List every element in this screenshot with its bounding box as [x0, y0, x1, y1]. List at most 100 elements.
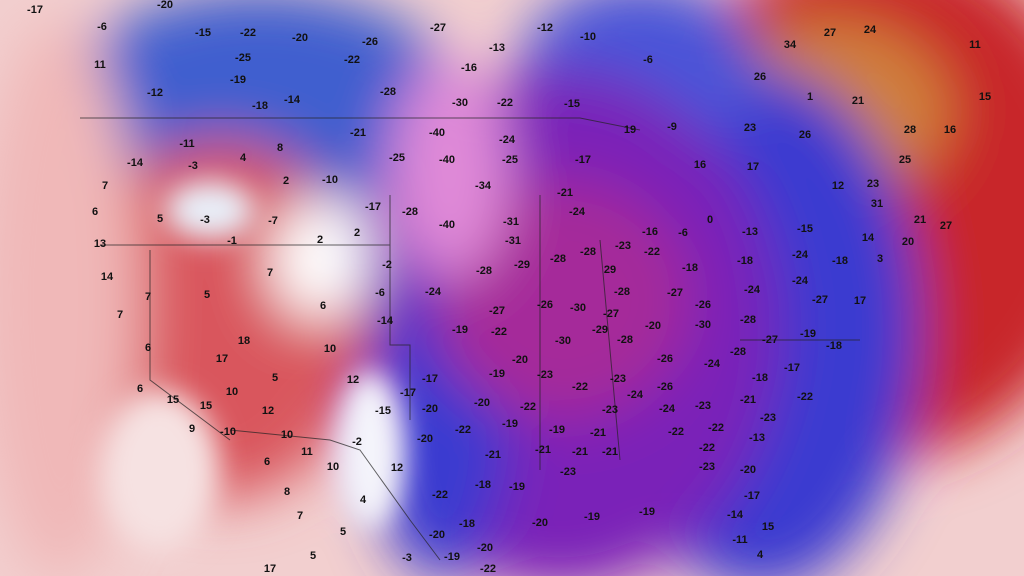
temperature-label: -18 [252, 100, 268, 112]
temperature-label: -23 [615, 240, 631, 252]
temperature-label: 28 [904, 124, 916, 136]
temperature-label: -22 [708, 422, 724, 434]
temperature-label: -6 [375, 287, 385, 299]
temperature-label: -18 [737, 255, 753, 267]
temperature-label: -28 [617, 334, 633, 346]
temperature-label: -31 [505, 235, 521, 247]
temperature-label: -17 [784, 362, 800, 374]
temperature-label: -12 [147, 87, 163, 99]
temperature-label: 7 [297, 510, 303, 522]
temperature-label: -1 [227, 235, 237, 247]
temperature-label: -26 [657, 353, 673, 365]
temperature-label: 1 [807, 91, 813, 103]
temperature-label: -19 [639, 506, 655, 518]
temperature-label: -13 [749, 432, 765, 444]
temperature-label: -30 [555, 335, 571, 347]
temperature-label: -17 [365, 201, 381, 213]
temperature-label: -27 [603, 308, 619, 320]
temperature-label: -21 [602, 446, 618, 458]
temperature-label: -23 [560, 466, 576, 478]
temperature-label: -30 [452, 97, 468, 109]
temperature-label: 6 [137, 383, 143, 395]
temperature-label: -21 [572, 446, 588, 458]
temperature-label: -3 [402, 552, 412, 564]
temperature-label: -3 [200, 214, 210, 226]
temperature-label: -29 [514, 259, 530, 271]
temperature-label: 7 [102, 180, 108, 192]
temperature-label: 16 [694, 159, 706, 171]
temperature-label: 10 [324, 343, 336, 355]
temperature-label: -28 [476, 265, 492, 277]
temperature-label: -3 [188, 160, 198, 172]
temperature-label: -28 [580, 246, 596, 258]
temperature-label: -17 [400, 387, 416, 399]
temperature-label: -18 [826, 340, 842, 352]
temperature-label: 17 [854, 295, 866, 307]
temperature-label: -20 [512, 354, 528, 366]
temperature-label: -23 [695, 400, 711, 412]
temperature-label: 18 [238, 335, 250, 347]
temperature-label: -20 [645, 320, 661, 332]
temperature-label: -14 [377, 315, 394, 327]
temperature-label: -20 [532, 517, 548, 529]
temperature-label: -28 [380, 86, 396, 98]
temperature-label: 4 [757, 549, 764, 561]
temperature-label: 12 [832, 180, 844, 192]
temperature-label: 12 [347, 374, 359, 386]
temperature-label: -24 [499, 134, 516, 146]
temperature-label: 10 [226, 386, 238, 398]
temperature-label: -24 [704, 358, 721, 370]
temperature-label: -7 [268, 215, 278, 227]
temperature-label: -20 [477, 542, 493, 554]
temperature-label: -26 [537, 299, 553, 311]
temperature-label: -40 [429, 127, 445, 139]
temperature-label: 6 [145, 342, 151, 354]
temperature-labels: -17 -20-6 -15 -22 -20 -26-27-13-12-10-627 2434… [27, 0, 991, 575]
temperature-label: -14 [127, 157, 144, 169]
temperature-label: 14 [101, 271, 114, 283]
temperature-label: -16 [461, 62, 477, 74]
temperature-label: -26 [362, 36, 378, 48]
temperature-label: -10 [580, 31, 596, 43]
temperature-label: -22 [432, 489, 448, 501]
temperature-label: -21 [350, 127, 366, 139]
temperature-label: 15 [762, 521, 774, 533]
temperature-label: -23 [602, 404, 618, 416]
temperature-label: -6 [97, 21, 107, 33]
temperature-label: 2 [317, 234, 323, 246]
temperature-label: 0 [707, 214, 713, 226]
temperature-label: -20 [422, 403, 438, 415]
temperature-label: -23 [760, 412, 776, 424]
temperature-label: -20 [417, 433, 433, 445]
temperature-label: -15 [564, 98, 580, 110]
temperature-label: -18 [682, 262, 698, 274]
temperature-label: 3 [877, 253, 883, 265]
temperature-label: -22 [480, 563, 496, 575]
temperature-label: 6 [264, 456, 270, 468]
temperature-label: -24 [627, 389, 644, 401]
temperature-label: -16 [642, 226, 658, 238]
temperature-label: -23 [610, 373, 626, 385]
temperature-label: 5 [310, 550, 316, 562]
temperature-label: -22 [455, 424, 471, 436]
temperature-label: -22 [240, 27, 256, 39]
temperature-label: -22 [491, 326, 507, 338]
temperature-label: -24 [659, 403, 676, 415]
temperature-label: -40 [439, 154, 455, 166]
temperature-label: -22 [520, 401, 536, 413]
temperature-label: -18 [475, 479, 491, 491]
temperature-label: -13 [742, 226, 758, 238]
temperature-label: -22 [668, 426, 684, 438]
temperature-label: -23 [699, 461, 715, 473]
temperature-label: -17 [575, 154, 591, 166]
temperature-label: 5 [204, 289, 210, 301]
temperature-label: -26 [657, 381, 673, 393]
temperature-label: -6 [643, 54, 653, 66]
temperature-label: 31 [871, 198, 883, 210]
temperature-label: -20 [740, 464, 756, 476]
temperature-label: -18 [752, 372, 768, 384]
temperature-label: 16 [944, 124, 956, 136]
temperature-label: 23 [744, 122, 756, 134]
temperature-label: -15 [375, 405, 391, 417]
